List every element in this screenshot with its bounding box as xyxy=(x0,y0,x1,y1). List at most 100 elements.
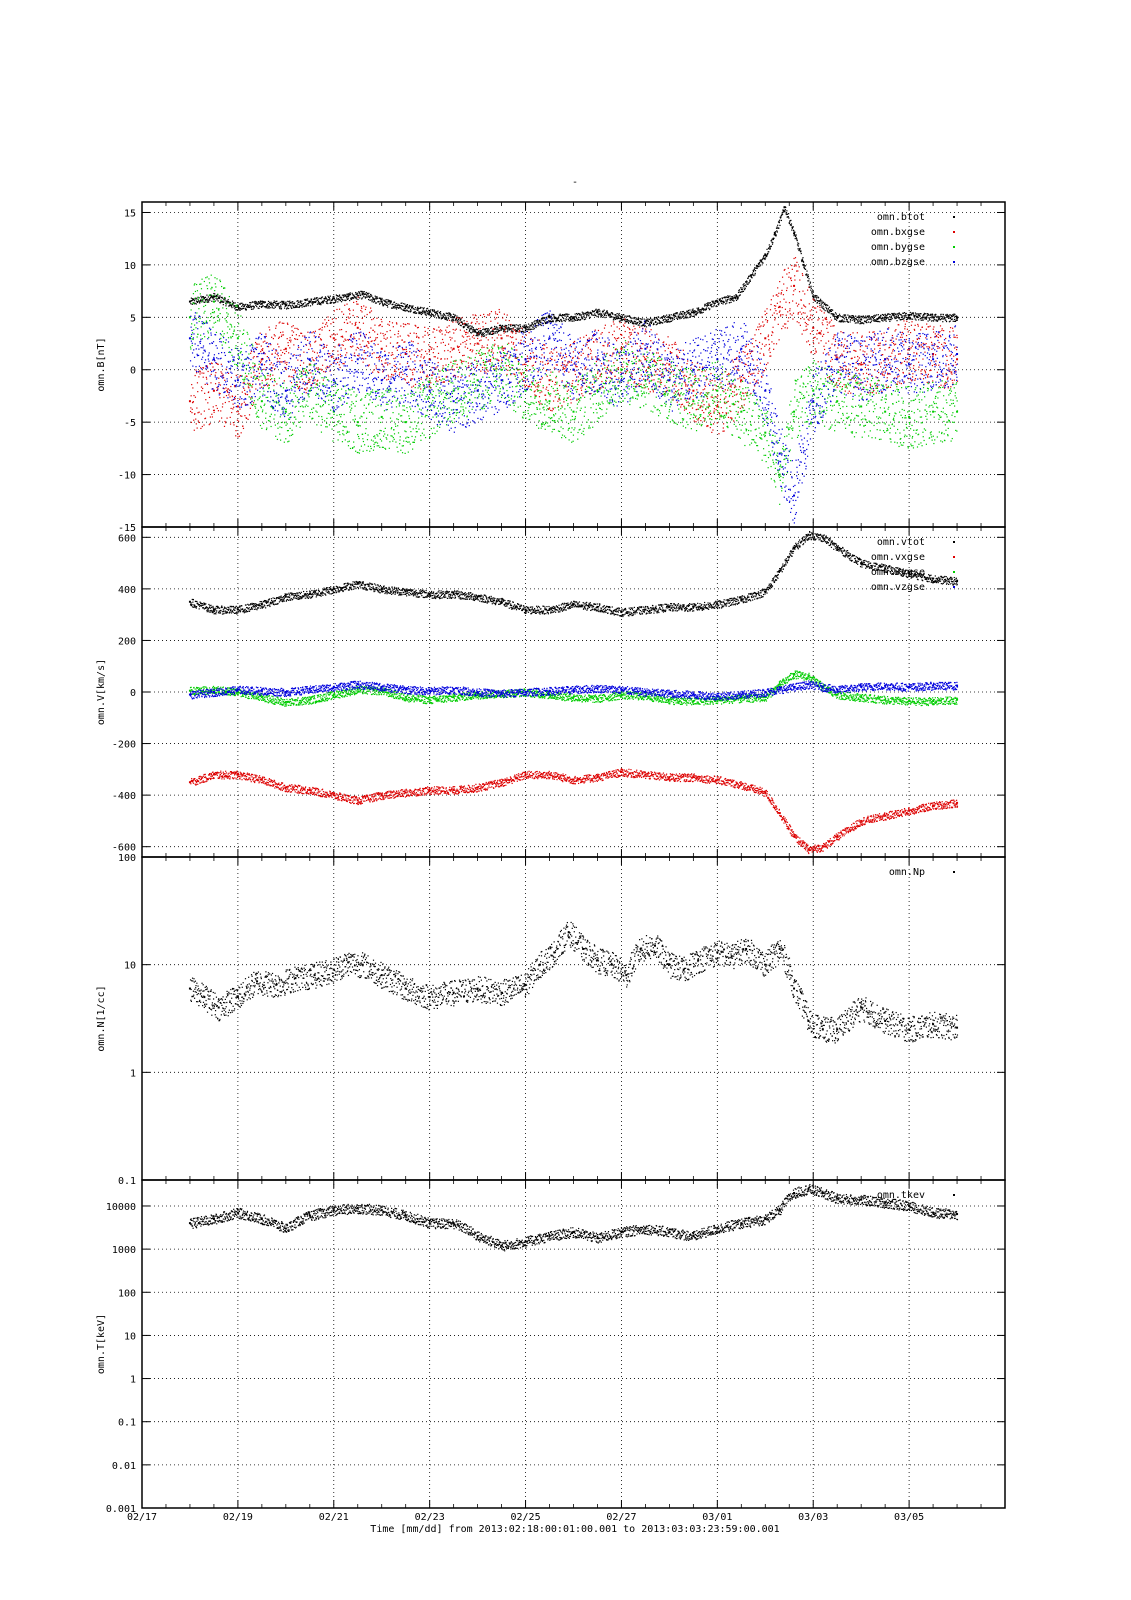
data-point xyxy=(563,368,565,370)
data-point xyxy=(365,293,367,295)
data-point xyxy=(746,357,748,360)
data-point xyxy=(414,383,417,386)
data-point xyxy=(218,382,220,384)
data-point xyxy=(253,307,255,309)
data-point xyxy=(639,318,642,320)
data-point xyxy=(634,385,637,388)
data-point xyxy=(918,319,920,321)
data-point xyxy=(469,338,471,340)
data-point xyxy=(409,310,411,312)
data-point xyxy=(395,347,397,349)
data-point xyxy=(675,317,678,319)
data-point xyxy=(443,316,445,319)
data-point xyxy=(379,357,381,359)
data-point xyxy=(335,317,337,320)
data-point xyxy=(231,399,233,401)
data-point xyxy=(256,346,258,349)
data-point xyxy=(587,354,589,356)
data-point xyxy=(722,303,724,305)
data-point xyxy=(414,360,416,362)
data-point xyxy=(724,402,726,405)
data-point xyxy=(523,325,526,327)
data-point xyxy=(320,339,323,341)
data-point xyxy=(725,413,728,415)
data-point xyxy=(740,376,743,378)
data-point xyxy=(317,302,319,304)
data-point xyxy=(387,323,389,325)
data-point xyxy=(481,345,483,347)
data-point xyxy=(408,355,411,357)
data-point xyxy=(363,291,365,293)
data-point xyxy=(615,340,618,342)
data-point xyxy=(250,397,252,399)
data-point xyxy=(279,301,281,303)
data-point xyxy=(846,319,848,321)
data-point xyxy=(309,343,311,345)
data-point xyxy=(562,366,564,368)
data-point xyxy=(523,376,525,378)
data-point xyxy=(298,301,300,303)
data-point xyxy=(482,334,484,336)
data-point xyxy=(304,335,306,337)
data-point xyxy=(809,281,812,283)
data-point xyxy=(575,364,577,366)
data-point xyxy=(753,346,755,348)
data-point xyxy=(553,315,555,318)
data-point xyxy=(349,346,352,348)
data-point xyxy=(430,314,432,316)
data-point xyxy=(701,308,703,310)
data-point xyxy=(937,315,939,318)
data-point xyxy=(458,323,460,325)
data-point xyxy=(497,322,499,324)
data-point xyxy=(645,328,647,330)
data-point xyxy=(609,314,612,316)
data-point xyxy=(674,383,676,386)
data-point xyxy=(778,339,780,341)
data-point xyxy=(342,296,344,298)
data-point xyxy=(742,377,745,379)
data-point xyxy=(767,335,769,338)
data-point xyxy=(223,388,225,390)
data-point xyxy=(381,302,384,304)
data-point xyxy=(828,312,830,314)
data-point xyxy=(567,362,569,364)
data-point xyxy=(542,361,544,363)
data-point xyxy=(914,312,917,314)
data-point xyxy=(779,219,781,221)
data-point xyxy=(947,316,949,318)
data-point xyxy=(235,306,237,308)
data-point xyxy=(490,310,493,313)
data-point xyxy=(656,368,659,370)
data-point xyxy=(296,338,299,341)
data-point xyxy=(800,252,802,255)
data-point xyxy=(725,412,727,414)
data-point xyxy=(472,349,474,351)
data-point xyxy=(303,299,306,301)
data-point xyxy=(526,355,529,357)
data-point xyxy=(200,427,202,430)
data-point xyxy=(540,321,542,323)
data-point xyxy=(437,314,439,316)
data-point xyxy=(498,308,500,311)
data-point xyxy=(485,372,487,374)
data-point xyxy=(544,344,546,346)
data-point xyxy=(930,314,932,316)
data-point xyxy=(702,389,704,391)
data-point xyxy=(307,298,309,300)
data-point xyxy=(940,315,942,318)
data-point xyxy=(726,378,728,381)
data-point xyxy=(724,389,726,391)
data-point xyxy=(745,281,747,284)
data-point xyxy=(699,311,701,314)
data-point xyxy=(293,344,295,346)
data-point xyxy=(244,389,246,391)
data-point xyxy=(471,321,473,323)
data-point xyxy=(504,331,507,333)
data-point xyxy=(490,333,493,335)
data-point xyxy=(362,291,364,293)
data-point xyxy=(491,337,493,339)
data-point xyxy=(280,354,282,356)
data-point xyxy=(597,329,600,332)
data-point xyxy=(313,301,315,304)
data-point xyxy=(291,307,293,309)
